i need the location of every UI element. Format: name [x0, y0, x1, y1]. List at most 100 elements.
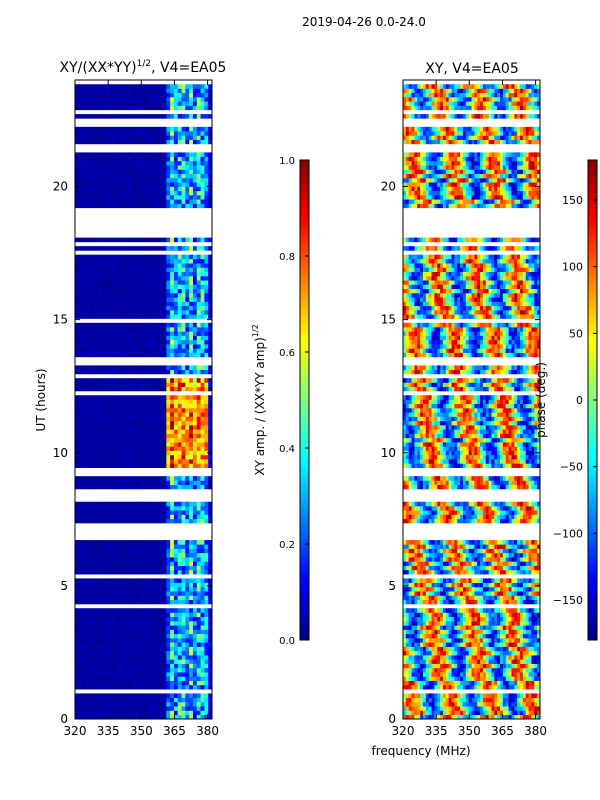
amplitude-cell	[208, 518, 213, 524]
amplitude-cell	[139, 450, 144, 456]
amplitude-cell	[105, 369, 110, 375]
phase-cell	[497, 659, 501, 664]
phase-cell	[482, 659, 487, 664]
amplitude-cell	[105, 629, 110, 635]
amplitude-cell	[109, 655, 114, 660]
amplitude-cell	[113, 433, 118, 439]
amplitude-cell	[189, 305, 194, 311]
amplitude-cell	[94, 280, 99, 285]
amplitude-cell	[170, 591, 175, 596]
amplitude-cell	[109, 616, 114, 622]
amplitude-cell	[196, 672, 201, 677]
amplitude-cell	[151, 599, 156, 605]
amplitude-cell	[151, 510, 156, 515]
amplitude-cell	[181, 638, 186, 643]
amplitude-cell	[151, 297, 156, 302]
amplitude-cell	[177, 369, 182, 375]
amplitude-cell	[94, 557, 99, 562]
amplitude-cell	[173, 382, 179, 388]
amplitude-cell	[120, 297, 125, 302]
amplitude-cell	[158, 442, 163, 447]
phase-cell	[528, 706, 532, 711]
amplitude-cell	[86, 591, 91, 596]
amplitude-cell	[86, 199, 91, 204]
amplitude-cell	[101, 352, 106, 358]
phase-cell	[474, 684, 478, 690]
amplitude-cell	[139, 701, 144, 707]
amplitude-cell	[196, 612, 201, 618]
amplitude-cell	[128, 88, 133, 94]
amplitude-cell	[158, 591, 163, 596]
amplitude-cell	[94, 693, 99, 698]
amplitude-cell	[97, 429, 103, 434]
amplitude-cell	[128, 484, 133, 490]
amplitude-cell	[143, 625, 148, 630]
amplitude-cell	[124, 173, 129, 179]
phase-cell	[411, 714, 415, 720]
phase-cell	[508, 701, 512, 707]
amplitude-cell	[139, 433, 144, 439]
amplitude-cell	[204, 412, 209, 417]
amplitude-cell	[189, 629, 194, 635]
amplitude-cell	[143, 301, 148, 307]
amplitude-cell	[204, 378, 209, 383]
amplitude-cell	[109, 672, 114, 677]
amplitude-cell	[170, 105, 175, 111]
amplitude-cell	[196, 126, 201, 132]
amplitude-cell	[173, 672, 179, 677]
amplitude-cell	[86, 301, 91, 307]
amplitude-cell	[181, 621, 186, 626]
amplitude-cell	[124, 642, 129, 647]
amplitude-cell	[105, 135, 110, 140]
phase-cell	[480, 684, 484, 690]
phase-cell	[462, 663, 467, 669]
phase-cell	[491, 697, 495, 703]
amplitude-cell	[94, 84, 99, 89]
amplitude-cell	[128, 569, 133, 575]
amplitude-cell	[173, 591, 179, 596]
amplitude-cell	[105, 655, 110, 660]
amplitude-cell	[154, 420, 160, 426]
amplitude-cell	[181, 114, 186, 119]
amplitude-cell	[185, 416, 190, 422]
amplitude-cell	[204, 463, 209, 468]
amplitude-cell	[181, 625, 186, 630]
phase-cell	[417, 706, 421, 711]
amplitude-cell	[200, 344, 205, 349]
amplitude-cell	[181, 101, 186, 106]
amplitude-cell	[208, 101, 213, 106]
phase-cell	[528, 672, 532, 677]
amplitude-cell	[196, 433, 201, 439]
phase-cell	[445, 663, 450, 669]
amplitude-cell	[128, 135, 133, 140]
amplitude-cell	[192, 591, 198, 596]
amplitude-cell	[208, 92, 213, 98]
figure-suptitle: 2019-04-26 0.0-24.0	[302, 15, 426, 29]
amplitude-cell	[204, 92, 209, 98]
phase-cell	[440, 676, 444, 681]
amplitude-cell	[101, 88, 106, 94]
amplitude-cell	[151, 352, 156, 358]
amplitude-cell	[162, 177, 167, 183]
amplitude-cell	[143, 114, 148, 119]
amplitude-cell	[135, 420, 141, 426]
amplitude-cell	[173, 135, 179, 140]
amplitude-cell	[147, 195, 152, 200]
amplitude-cell	[196, 484, 201, 490]
amplitude-cell	[192, 433, 198, 439]
amplitude-cell	[132, 314, 137, 319]
amplitude-cell	[143, 544, 148, 549]
amplitude-cell	[113, 518, 118, 524]
amplitude-cell	[94, 621, 99, 626]
amplitude-cell	[86, 442, 91, 447]
phase-cell	[437, 655, 441, 660]
amplitude-cell	[101, 92, 106, 98]
amplitude-cell	[170, 297, 175, 302]
amplitude-cell	[109, 267, 114, 272]
amplitude-cell	[97, 267, 103, 272]
amplitude-cell	[113, 352, 118, 358]
amplitude-cell	[78, 425, 84, 430]
amplitude-cell	[139, 344, 144, 349]
